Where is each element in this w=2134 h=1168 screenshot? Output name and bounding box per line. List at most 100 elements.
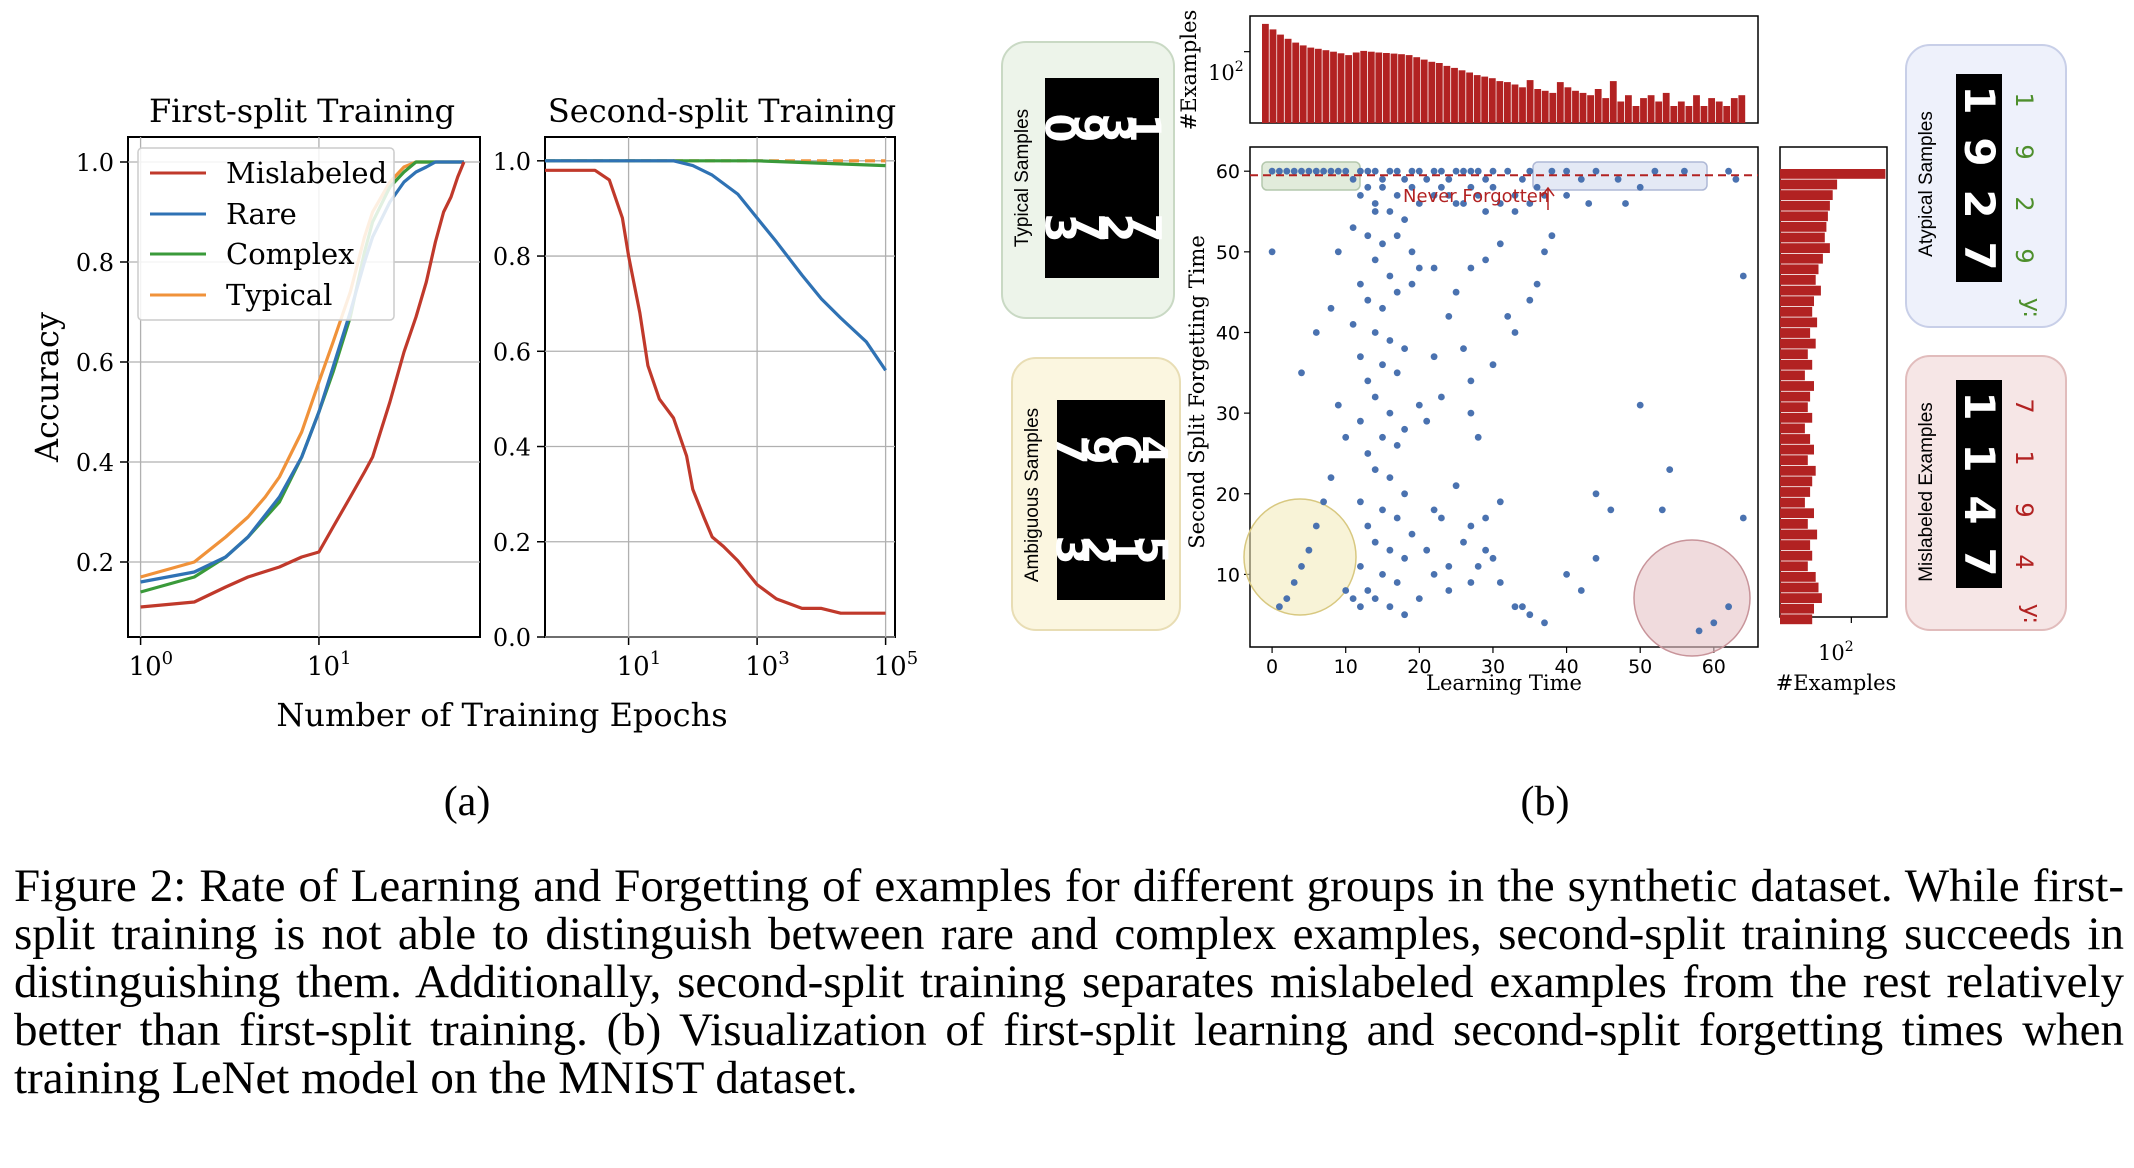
- histogram-bar: [1526, 80, 1534, 123]
- histogram-bar: [1780, 465, 1816, 476]
- x-tick-label: 10: [1334, 656, 1358, 678]
- scatter-point: [1452, 288, 1460, 296]
- scatter-point: [1482, 175, 1489, 183]
- legend-label-complex: Complex: [226, 237, 355, 271]
- histogram-bar: [1405, 55, 1413, 123]
- scatter-point: [1364, 522, 1372, 530]
- axes: 0 10 20 30 40 50 60 10 20 30 40 50 60: [1216, 161, 1726, 678]
- sublabel-b: (b): [1521, 779, 1570, 825]
- scatter-point: [1401, 345, 1408, 352]
- histogram-bar: [1390, 53, 1398, 123]
- scatter-point: [1386, 546, 1394, 554]
- scatter-point: [1732, 175, 1740, 183]
- x-tick-label: 100: [129, 648, 174, 682]
- scatter-point: [1401, 611, 1408, 619]
- scatter-point: [1320, 167, 1327, 175]
- scatter-point: [1460, 345, 1467, 352]
- digit-glyph: 1: [1955, 443, 2004, 472]
- histogram-bar: [1780, 338, 1816, 349]
- scatter-point: [1489, 167, 1497, 175]
- histogram-bar: [1587, 95, 1594, 123]
- histogram-bar: [1780, 190, 1833, 200]
- scatter-point: [1312, 167, 1320, 175]
- scatter-point: [1511, 329, 1519, 336]
- histogram-bar: [1780, 519, 1808, 529]
- y-tick-label: 0.0: [493, 624, 531, 652]
- y-tick-label: 0.2: [493, 529, 531, 557]
- scatter-point: [1371, 208, 1379, 215]
- histogram-bar: [1780, 402, 1808, 413]
- histogram-bar: [1780, 444, 1814, 455]
- histogram-bar: [1617, 101, 1625, 123]
- histogram-bars: [1244, 23, 1746, 124]
- x-tick-label: 20: [1407, 656, 1431, 678]
- scatter-point: [1379, 361, 1386, 369]
- digit-label-prefix: y:: [2018, 604, 2046, 625]
- scatter-point: [1467, 579, 1475, 586]
- scatter-point: [1364, 377, 1372, 385]
- y-tick-label: 40: [1216, 322, 1240, 344]
- chart-second-split: 101 103 105 0.0 0.2 0.4 0.6 0.8 1.0 Second-split…: [493, 92, 918, 682]
- histogram-bar: [1715, 101, 1723, 123]
- scatter-point: [1393, 442, 1401, 449]
- scatter-point: [1496, 200, 1504, 207]
- scatter-point: [1430, 264, 1438, 272]
- histogram-bar: [1360, 50, 1368, 123]
- histogram-bar: [1780, 222, 1827, 232]
- digit-label-column: 1 9 2 9 y:: [2010, 92, 2046, 318]
- scatter-point: [1393, 192, 1401, 199]
- scatter-point: [1379, 304, 1386, 312]
- scatter-point: [1357, 603, 1364, 611]
- digit-glyph: 7: [1955, 241, 2004, 270]
- scatter-point: [1357, 192, 1364, 199]
- histogram-bar: [1780, 412, 1813, 423]
- histogram-bar: [1398, 54, 1405, 124]
- chart-title: First-split Training: [149, 92, 455, 130]
- panel-title: Ambiguous Samples: [1022, 408, 1043, 582]
- scatter-point: [1298, 563, 1305, 570]
- scatter-point: [1467, 409, 1475, 417]
- scatter-point: [1526, 611, 1534, 619]
- y-tick-label: 0.8: [493, 243, 531, 271]
- histogram-bar: [1708, 98, 1715, 123]
- scatter-point: [1489, 361, 1497, 369]
- histogram-bar: [1322, 50, 1330, 124]
- histogram-bar: [1519, 87, 1526, 123]
- scatter-point: [1533, 183, 1541, 191]
- scatter-point: [1452, 200, 1460, 207]
- y-tick-label: 0.6: [493, 338, 531, 366]
- scatter-point: [1401, 490, 1408, 498]
- histogram-bar: [1277, 34, 1284, 123]
- histogram-bar: [1780, 423, 1805, 434]
- scatter-point: [1511, 208, 1519, 215]
- digit-glyph: 1: [1955, 391, 2004, 420]
- scatter-point: [1357, 353, 1364, 361]
- scatter-point: [1504, 313, 1512, 320]
- histogram-bar: [1780, 317, 1818, 328]
- scatter-point: [1438, 393, 1445, 401]
- histogram-bar: [1780, 275, 1816, 285]
- scatter-point: [1408, 167, 1416, 175]
- digit-label: 1: [2010, 450, 2038, 465]
- histogram-bar: [1307, 47, 1315, 123]
- scatter-point: [1349, 321, 1357, 328]
- histogram-bar: [1780, 603, 1814, 614]
- plot-frame: [544, 136, 896, 638]
- scatter-point: [1725, 167, 1732, 175]
- scatter-point: [1298, 369, 1305, 377]
- histogram-bar: [1572, 90, 1579, 123]
- scatter-point: [1541, 619, 1548, 627]
- scatter-point: [1371, 393, 1379, 401]
- scatter-point: [1268, 167, 1276, 175]
- legend-label-typical: Typical: [226, 278, 332, 312]
- x-tick-label: 0: [1266, 656, 1278, 678]
- scatter-points: [1268, 167, 1747, 635]
- histogram-bar: [1693, 95, 1700, 123]
- scatter-point: [1334, 167, 1342, 175]
- histogram-bar: [1420, 59, 1428, 123]
- scatter-point: [1430, 192, 1438, 199]
- histogram-bar: [1511, 84, 1519, 123]
- histogram-bar: [1504, 82, 1511, 123]
